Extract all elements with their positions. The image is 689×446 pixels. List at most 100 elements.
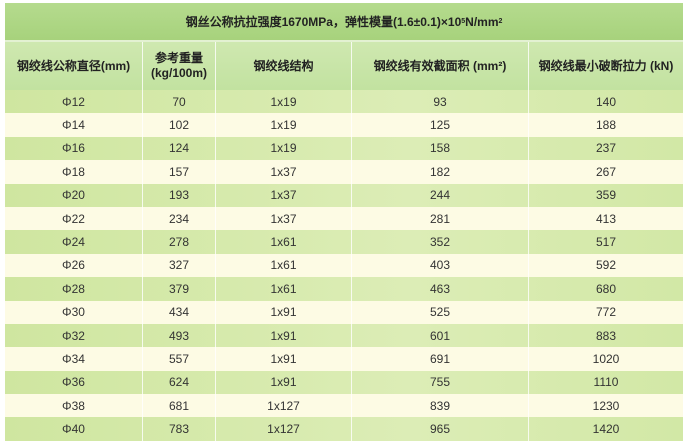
table-cell: 125 bbox=[352, 113, 529, 137]
table-cell: 1x19 bbox=[216, 90, 352, 114]
table-cell: Φ40 bbox=[5, 417, 143, 441]
table-cell: 244 bbox=[352, 183, 529, 207]
table-cell: 359 bbox=[595, 188, 617, 203]
table-cell: 755 bbox=[352, 370, 529, 395]
table-cell: 1x19 bbox=[216, 136, 352, 161]
table-cell: 965 bbox=[352, 417, 529, 441]
table-row: Φ26 327 1x61 403 592 bbox=[5, 253, 683, 278]
table-cell: 557 bbox=[143, 347, 216, 371]
table-cell: 1x91 bbox=[216, 347, 352, 371]
table-cell: 525 bbox=[352, 300, 529, 324]
title-text: 钢丝公称抗拉强度1670MPa，弹性模量(1.6±0.1)×10 bbox=[185, 15, 462, 29]
table-cell: 839 bbox=[352, 394, 529, 418]
table-cell: 379 bbox=[143, 277, 216, 301]
table-row: Φ36 624 1x91 755 1110 bbox=[5, 370, 683, 395]
title-unit: N/mm bbox=[465, 14, 499, 29]
table-row: Φ30 434 1x91 525 772 bbox=[5, 300, 683, 324]
table-cell: 1x37 bbox=[216, 183, 352, 207]
table-cell: 93 bbox=[352, 90, 529, 114]
table-row: Φ32 493 1x91 601 883 bbox=[5, 323, 683, 348]
table-cell: 124 bbox=[143, 136, 216, 161]
table-cell: 1x19 bbox=[216, 113, 352, 137]
table-cell: 237 bbox=[595, 141, 617, 156]
table-title: 钢丝公称抗拉强度1670MPa，弹性模量(1.6±0.1)×10 5 N/mm 2 bbox=[5, 3, 683, 40]
table-cell: 327 bbox=[143, 253, 216, 278]
table-cell: 1x91 bbox=[216, 323, 352, 348]
steel-strand-spec-table: 钢丝公称抗拉强度1670MPa，弹性模量(1.6±0.1)×10 5 N/mm 2 钢… bbox=[5, 3, 683, 441]
table-row: Φ28 379 1x61 463 680 bbox=[5, 277, 683, 301]
table-cell: 1420 bbox=[592, 422, 620, 437]
table-row: Φ34 557 1x91 691 1020 bbox=[5, 347, 683, 371]
table-cell: 1x61 bbox=[216, 253, 352, 278]
table-cell: 267 bbox=[595, 164, 617, 179]
table-cell: Φ12 bbox=[5, 90, 143, 114]
table-row: Φ20 193 1x37 244 359 bbox=[5, 183, 683, 207]
title-exponent: 5 bbox=[461, 18, 466, 25]
table-cell: 1x91 bbox=[216, 300, 352, 324]
title-unit-exponent: 2 bbox=[498, 18, 503, 25]
table-cell: 1x61 bbox=[216, 230, 352, 254]
table-cell: 413 bbox=[595, 211, 617, 226]
column-header: 钢绞线结构 bbox=[216, 42, 352, 90]
table-cell: Φ24 bbox=[5, 230, 143, 254]
table-cell: 193 bbox=[143, 183, 216, 207]
table-cell: 691 bbox=[352, 347, 529, 371]
table-cell: Φ16 bbox=[5, 136, 143, 161]
table-cell: 1x61 bbox=[216, 277, 352, 301]
table-cell: 783 bbox=[143, 417, 216, 441]
table-cell: Φ22 bbox=[5, 206, 143, 231]
table-row: Φ38 681 1x127 839 1230 bbox=[5, 394, 683, 418]
table-cell: Φ34 bbox=[5, 347, 143, 371]
table-cell: Φ18 bbox=[5, 160, 143, 184]
table-cell: 680 bbox=[595, 281, 617, 296]
table-cell: 352 bbox=[352, 230, 529, 254]
table-cell: 1x37 bbox=[216, 160, 352, 184]
table-cell: 883 bbox=[595, 328, 617, 343]
table-row: Φ24 278 1x61 352 517 bbox=[5, 230, 683, 254]
table-cell: 70 bbox=[143, 90, 216, 114]
table-cell: Φ38 bbox=[5, 394, 143, 418]
table-cell: Φ26 bbox=[5, 253, 143, 278]
table-row: Φ16 124 1x19 158 237 bbox=[5, 136, 683, 161]
table-cell: 1x127 bbox=[216, 394, 352, 418]
table-cell: 182 bbox=[352, 160, 529, 184]
table-cell: 234 bbox=[143, 206, 216, 231]
table-cell: 1x127 bbox=[216, 417, 352, 441]
table-cell: 601 bbox=[352, 323, 529, 348]
table-cell: Φ30 bbox=[5, 300, 143, 324]
table-cell: Φ32 bbox=[5, 323, 143, 348]
table-row: Φ12 70 1x19 93 140 bbox=[5, 90, 683, 114]
table-cell: 188 bbox=[595, 118, 617, 133]
table-cell: 624 bbox=[143, 370, 216, 395]
table-cell: 1x37 bbox=[216, 206, 352, 231]
column-header: 参考重量 (kg/100m) bbox=[143, 42, 216, 90]
table-cell: Φ14 bbox=[5, 113, 143, 137]
table-cell: 592 bbox=[595, 258, 617, 273]
table-cell: Φ28 bbox=[5, 277, 143, 301]
table-cell: 403 bbox=[352, 253, 529, 278]
table-row: Φ14 102 1x19 125 188 bbox=[5, 113, 683, 137]
header-row: 钢绞线公称直径(mm) 参考重量 (kg/100m) 钢绞线结构 钢绞线有效截面积 (… bbox=[5, 40, 683, 90]
table-row: Φ22 234 1x37 281 413 bbox=[5, 206, 683, 231]
table-cell: Φ20 bbox=[5, 183, 143, 207]
table-cell: 517 bbox=[595, 235, 617, 250]
table-cell: 681 bbox=[143, 394, 216, 418]
table-body: Φ12 70 1x19 93 140 Φ14 102 1x19 125 188 Φ16 124 1x19… bbox=[5, 90, 683, 441]
table-cell: 1230 bbox=[592, 398, 620, 413]
column-header: 钢绞线有效截面积 (mm²) bbox=[352, 42, 529, 90]
table-cell: 281 bbox=[352, 206, 529, 231]
table-cell: 434 bbox=[143, 300, 216, 324]
table-cell: 140 bbox=[595, 94, 617, 109]
table-row: Φ18 157 1x37 182 267 bbox=[5, 160, 683, 184]
table-cell: 158 bbox=[352, 136, 529, 161]
column-header: 钢绞线最小破断拉力 (kN) bbox=[538, 58, 674, 73]
table-cell: 102 bbox=[143, 113, 216, 137]
table-cell: 1110 bbox=[593, 375, 619, 390]
table-cell: 772 bbox=[595, 305, 617, 320]
table-row: Φ40 783 1x127 965 1420 bbox=[5, 417, 683, 441]
table-cell: 1x91 bbox=[216, 370, 352, 395]
column-header: 钢绞线公称直径(mm) bbox=[5, 42, 143, 90]
table-cell: 278 bbox=[143, 230, 216, 254]
table-cell: 463 bbox=[352, 277, 529, 301]
table-cell: 157 bbox=[143, 160, 216, 184]
